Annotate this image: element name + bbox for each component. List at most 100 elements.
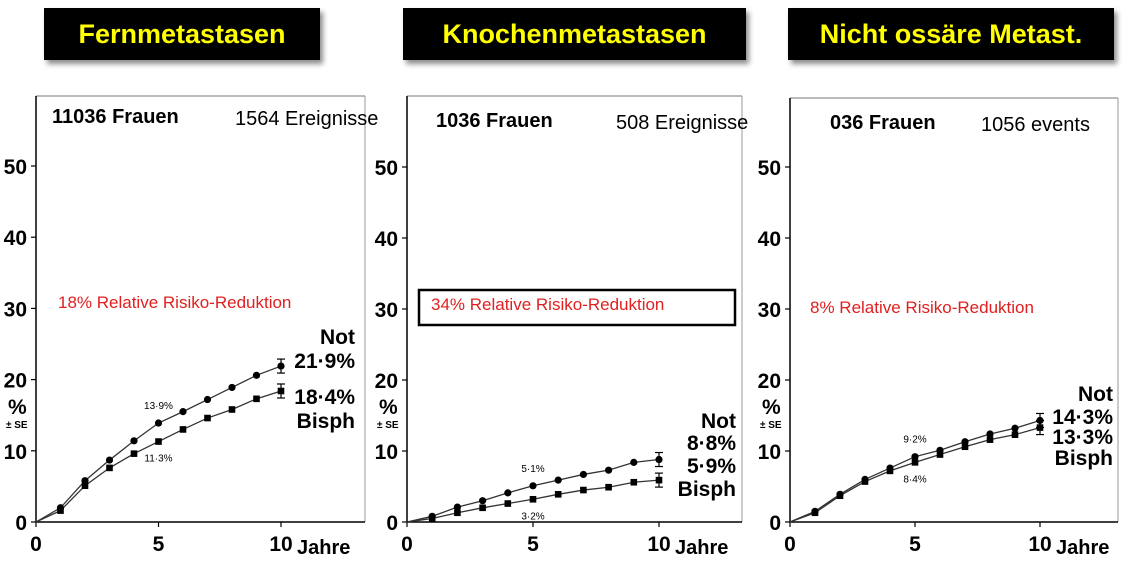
panel-2-women-count: 1036 Frauen — [436, 110, 553, 132]
panel-3-x-tick-label: 0 — [784, 533, 796, 556]
panel-1-x-tick-label: 5 — [153, 533, 165, 556]
panel-2-end-value-not: 8·8% — [687, 432, 736, 455]
panel-2-point-bisph — [529, 495, 537, 503]
panel-3-point-bisph — [861, 478, 869, 485]
panel-1-x-tick-label: 10 — [269, 533, 292, 556]
panel-3-series-name-not: Not — [1078, 383, 1113, 406]
panel-2-point-not — [605, 466, 613, 474]
panel-3-y-axis-sublabel: ± SE — [760, 420, 782, 431]
panel-1-y-axis-sublabel: ± SE — [6, 420, 28, 431]
panel-3-risk-reduction: 8% Relative Risiko-Reduktion — [810, 298, 1034, 317]
panel-1-series-name-bisph: Bisph — [297, 410, 355, 433]
panel-1-y-tick-label: 0 — [15, 512, 27, 535]
panel-2-point-not — [479, 497, 487, 505]
panel-1-point-not — [203, 395, 212, 404]
panel-2-events-count: 508 Ereignisse — [616, 112, 748, 134]
panel-2-end-value-bisph: 5·9% — [687, 455, 736, 478]
panel-1-point-not — [179, 408, 187, 416]
panel-2-reduction-box — [417, 288, 737, 327]
panel-1-point-not — [154, 419, 163, 427]
panel-2-y-tick-label: 10 — [375, 441, 398, 464]
panel-1-point-bisph — [57, 507, 64, 514]
panel-2-x-tick-label: 0 — [401, 533, 413, 556]
panel-1-year5-label: 11·3% — [144, 454, 172, 465]
panel-3-point-bisph — [836, 492, 844, 500]
panel-1-y-tick-label: 50 — [4, 156, 27, 179]
panel-3-y-tick-label: 40 — [758, 228, 781, 251]
panel-2-point-bisph — [554, 491, 562, 498]
panel-1-point-not — [228, 383, 236, 392]
panel-3-women-count: 036 Frauen — [830, 112, 936, 134]
panel-2-point-bisph — [428, 515, 436, 522]
panel-3-events-count: 1056 events — [981, 114, 1090, 136]
panel-1-point-bisph — [179, 426, 187, 433]
panel-3-x-axis-label: Jahre — [1056, 537, 1109, 559]
panel-2-point-bisph — [454, 509, 461, 517]
panel-2-point-not — [579, 470, 588, 479]
panel-2-point-not — [504, 489, 512, 497]
panel-1-point-bisph — [228, 406, 236, 413]
panel-2-x-tick-label: 10 — [647, 533, 670, 556]
panel-3-point-bisph — [811, 509, 819, 517]
panel-2-series-name-bisph: Bisph — [678, 478, 736, 501]
panel-1-x-tick-label: 0 — [30, 533, 42, 556]
panel-3-point-bisph — [936, 451, 944, 458]
panel-3-y-tick-label: 30 — [758, 299, 781, 322]
panel-2-y-tick-label: 50 — [375, 157, 398, 180]
panel-2-risk-reduction: 34% Relative Risiko-Reduktion — [431, 295, 664, 314]
panel-1-point-bisph — [253, 395, 260, 403]
panel-2-point-bisph — [504, 500, 512, 507]
panel-3-series-name-bisph: Bisph — [1055, 447, 1113, 470]
panel-1-year5-label: 13·9% — [144, 401, 173, 412]
panel-1-y-tick-label: 10 — [4, 441, 27, 464]
panel-3-y-tick-label: 20 — [758, 370, 781, 393]
panel-3-year5-label: 9·2% — [903, 435, 926, 446]
panel-1-point-bisph — [130, 450, 138, 457]
panel-1-point-bisph — [106, 464, 113, 472]
panel-2-x-axis-label: Jahre — [675, 537, 728, 559]
panel-3-point-not — [911, 453, 919, 461]
panel-3-point-bisph — [961, 443, 969, 451]
panel-1-point-bisph — [155, 438, 162, 445]
panel-2-y-tick-label: 0 — [386, 512, 398, 535]
panel-2-point-not — [554, 476, 562, 484]
panel-2-year5-label: 3·2% — [521, 511, 544, 522]
panel-3-point-bisph — [1011, 431, 1019, 438]
panel-1-point-not — [252, 371, 261, 379]
panel-1-series-name-not: Not — [320, 326, 355, 349]
panel-1-point-bisph — [81, 482, 89, 489]
panel-2-point-bisph — [630, 478, 638, 486]
panel-2-y-tick-label: 30 — [375, 299, 398, 322]
panel-3-y-tick-label: 0 — [769, 512, 781, 535]
panel-3-point-not — [1011, 424, 1019, 432]
panel-2-point-bisph — [479, 504, 486, 512]
panel-1-point-not — [105, 456, 114, 464]
panel-1-y-tick-label: 40 — [4, 227, 27, 250]
panel-3-x-tick-label: 10 — [1028, 533, 1051, 556]
panel-3-end-value-bisph: 13·3% — [1052, 426, 1113, 449]
panel-2-series-name-not: Not — [701, 410, 736, 433]
panel-2-title: Knochenmetastasen — [403, 8, 746, 60]
panel-1-events-count: 1564 Ereignisse — [235, 108, 378, 130]
panel-2-point-bisph — [605, 483, 612, 491]
panel-1-women-count: 11036 Frauen — [52, 106, 179, 128]
panel-1-point-not — [130, 437, 138, 445]
panel-3-year5-label: 8·4% — [903, 474, 926, 485]
panel-3-y-tick-label: 50 — [758, 157, 781, 180]
panel-3-x-tick-label: 5 — [909, 533, 921, 556]
panel-2-y-axis-label: % — [379, 396, 398, 419]
panel-3-title: Nicht ossäre Metast. — [788, 8, 1114, 60]
panel-3-point-not — [986, 430, 994, 438]
panel-3-y-tick-label: 10 — [758, 441, 781, 464]
panel-1-x-axis-label: Jahre — [297, 537, 350, 559]
panel-1-y-tick-label: 20 — [4, 370, 27, 393]
panel-2-point-bisph — [580, 486, 587, 494]
panel-3-point-bisph — [911, 459, 919, 466]
panel-1-title: Fernmetastasen — [44, 8, 320, 60]
panel-2-x-tick-label: 5 — [527, 533, 539, 556]
panel-2-y-tick-label: 40 — [375, 228, 398, 251]
panel-1-point-bisph — [204, 414, 211, 422]
panel-3-y-axis-label: % — [762, 396, 781, 419]
panel-2-point-not — [630, 458, 638, 466]
